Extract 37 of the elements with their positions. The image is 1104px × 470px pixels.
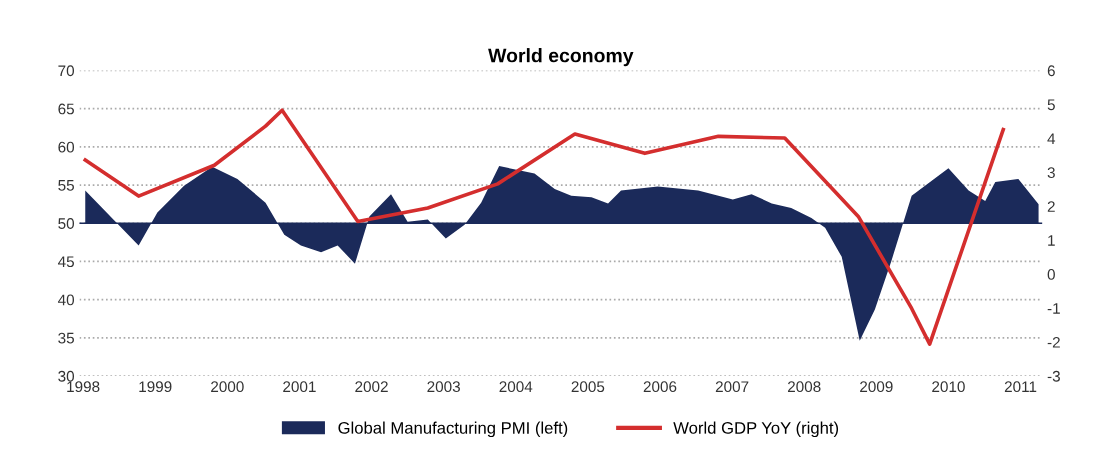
x-tick-label: 2008: [787, 381, 821, 393]
y2-tick-label: 3: [1047, 167, 1055, 179]
y2-tick-label: -2: [1047, 336, 1060, 348]
x-tick-label: 2005: [571, 381, 605, 393]
x-tick-label: 2003: [427, 381, 460, 393]
y-tick-label: 30: [58, 370, 75, 382]
y-tick-label: 70: [58, 65, 75, 77]
x-tick-label: 2006: [643, 381, 677, 393]
x-tick-label: 2007: [715, 381, 749, 393]
x-tick-label: 1999: [139, 381, 172, 393]
y2-tick-label: 1: [1048, 235, 1055, 246]
legend-label: Global Manufacturing PMI (left): [338, 421, 568, 438]
y2-tick-label: 2: [1047, 201, 1055, 212]
x-tick-label: 2004: [499, 381, 533, 393]
x-tick-label: 2011: [1004, 381, 1037, 393]
y-tick-label: 65: [58, 103, 74, 115]
x-tick-label: 1998: [67, 381, 100, 393]
x-tick-label: 2001: [283, 381, 316, 393]
legend-label: World GDP YoY (right): [673, 421, 839, 438]
x-tick-label: 2002: [355, 381, 388, 393]
y2-tick-label: 6: [1047, 65, 1055, 77]
chart-title: World economy: [488, 48, 634, 67]
y-tick-label: 35: [58, 332, 74, 344]
y-tick-label: 55: [58, 180, 74, 191]
y2-tick-label: 5: [1047, 99, 1055, 111]
y-tick-label: 40: [57, 294, 75, 306]
x-tick-label: 2009: [860, 381, 893, 393]
y2-tick-label: 4: [1047, 133, 1056, 144]
line-series: [83, 108, 1006, 346]
y2-tick-label: 0: [1047, 269, 1055, 280]
y-tick-label: 60: [58, 141, 75, 153]
y-tick-label: 45: [57, 256, 74, 268]
x-tick-label: 2000: [211, 381, 244, 393]
y2-tick-label: -1: [1047, 303, 1060, 314]
y2-tick-label: -3: [1047, 370, 1060, 382]
y-tick-label: 50: [58, 218, 75, 229]
x-tick-label: 2010: [932, 381, 965, 393]
